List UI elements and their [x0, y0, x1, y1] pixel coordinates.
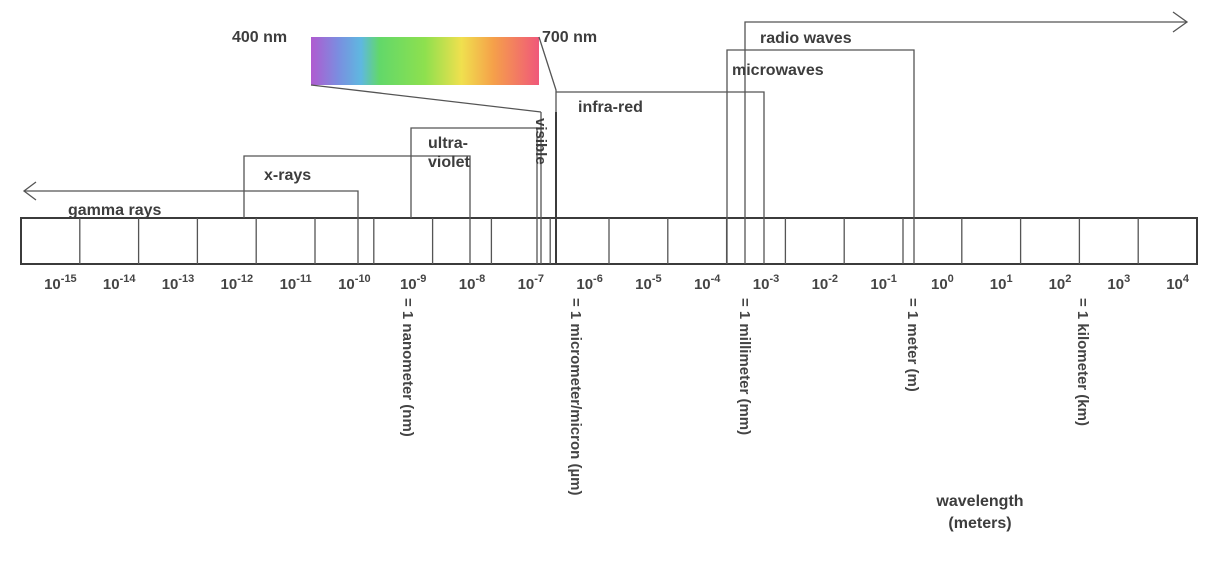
radio-bracket: [744, 21, 1187, 264]
visible-start-label: 400 nm: [232, 29, 287, 46]
visible-connector-right: [538, 36, 557, 112]
xray-label: x-rays: [264, 167, 311, 184]
tick-label: 101: [990, 273, 1013, 293]
tick-label: 103: [1107, 273, 1130, 293]
axis-title-line1: wavelength: [935, 493, 1023, 510]
visible-spectrum-inset: 400 nm 700 nm: [232, 29, 597, 113]
radio-arrow-icon: [1172, 11, 1189, 33]
radio-label: radio waves: [760, 30, 852, 47]
tick-label: 10-14: [103, 273, 136, 293]
tick-label: 10-11: [280, 273, 312, 293]
tick-label: 10-6: [576, 273, 602, 293]
tick-label: 104: [1166, 273, 1190, 293]
gamma-arrow-icon: [22, 181, 37, 201]
uv-bracket: [410, 127, 538, 264]
uv-label-line2: violet: [428, 154, 470, 171]
tick-label: 10-9: [400, 273, 426, 293]
tick-label: 10-12: [221, 273, 254, 293]
visible-gradient-swatch: [311, 37, 539, 85]
unit-labels: = 1 nanometer (nm) = 1 micrometer/micron…: [399, 298, 1091, 495]
gamma-bracket: [24, 190, 359, 264]
ir-bracket: [556, 91, 765, 264]
ir-label: infra-red: [578, 99, 643, 116]
tick-labels: 10-15 10-14 10-13 10-12 10-11 10-10 10-9 10-8 10…: [44, 273, 1190, 293]
visible-connector-left: [310, 84, 542, 113]
unit-millimeter: = 1 millimeter (mm): [736, 298, 753, 435]
unit-nanometer: = 1 nanometer (nm): [399, 298, 416, 437]
uv-label-line1: ultra-: [428, 135, 468, 152]
tick-label: 10-7: [518, 273, 544, 293]
gamma-label: gamma rays: [68, 202, 161, 219]
tick-label: 10-15: [44, 273, 77, 293]
unit-kilometer: = 1 kilometer (km): [1074, 298, 1091, 426]
tick-label: 102: [1049, 273, 1072, 293]
tick-label: 100: [931, 273, 954, 293]
scale-bar-dividers: [79, 218, 1139, 264]
micro-label: microwaves: [732, 62, 824, 79]
axis-title-line2: (meters): [948, 515, 1011, 532]
unit-meter: = 1 meter (m): [904, 298, 921, 392]
tick-label: 10-3: [753, 273, 779, 293]
tick-label: 10-4: [694, 273, 721, 293]
tick-label: 10-13: [162, 273, 195, 293]
unit-micrometer: = 1 micrometer/micron (µm): [567, 298, 584, 495]
tick-label: 10-5: [635, 273, 661, 293]
band-labels: gamma rays x-rays ultra- violet visible …: [68, 30, 852, 219]
band-brackets: [22, 11, 1189, 264]
wavelength-scale-bar: [20, 217, 1198, 265]
tick-label: 10-1: [870, 273, 896, 293]
xray-bracket: [243, 155, 471, 264]
visible-label: visible: [532, 118, 549, 165]
tick-label: 10-2: [812, 273, 838, 293]
tick-label: 10-8: [459, 273, 485, 293]
visible-end-label: 700 nm: [542, 29, 597, 46]
tick-label: 10-10: [338, 273, 371, 293]
axis-title: wavelength (meters): [935, 493, 1023, 532]
micro-bracket: [726, 49, 915, 264]
